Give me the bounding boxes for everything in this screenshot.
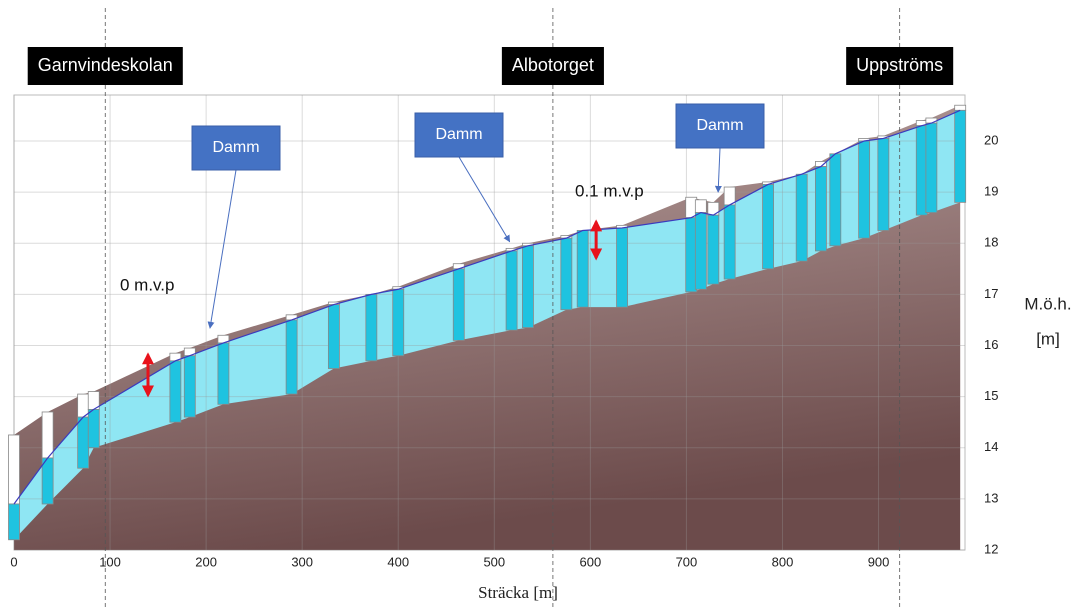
section-label: Uppströms: [846, 47, 953, 85]
x-tick-label: 800: [772, 554, 794, 569]
well-casing: [955, 105, 966, 110]
well-water: [859, 141, 870, 238]
section-text: Uppströms: [856, 55, 943, 75]
well-water: [926, 123, 937, 212]
range-label: 0.1 m.v.p: [575, 181, 644, 200]
well-casing: [9, 435, 20, 504]
y-tick-label: 19: [984, 184, 998, 199]
well-water: [366, 294, 377, 360]
y-tick-label: 15: [984, 388, 998, 403]
well-water: [815, 167, 826, 251]
annotation-text: Damm: [212, 139, 259, 156]
y-tick-label: 20: [984, 132, 998, 147]
well-water: [42, 458, 53, 504]
y-tick-label: 16: [984, 337, 998, 352]
chart: Sträcka [m] M.ö.h. [m] 0 100 200 300 400 500 6…: [0, 0, 1084, 607]
x-tick-label: 700: [676, 554, 698, 569]
x-tick-label: 0: [10, 554, 17, 569]
well-water: [170, 361, 181, 422]
section-label: Albotorget: [502, 47, 604, 85]
section-text: Garnvindeskolan: [38, 55, 173, 75]
well-water: [708, 215, 719, 284]
annotation-text: Damm: [435, 126, 482, 143]
y-axis-label: M.ö.h.: [1024, 294, 1071, 313]
y-tick-label: 18: [984, 235, 998, 250]
well-water: [763, 184, 774, 268]
well-water: [78, 417, 89, 468]
well-water: [561, 238, 572, 310]
x-axis-label: Sträcka [m]: [478, 583, 558, 602]
x-tick-label: 200: [195, 554, 217, 569]
x-tick-label: 900: [868, 554, 890, 569]
annotation-text: Damm: [696, 117, 743, 134]
well-water: [506, 251, 517, 330]
x-tick-label: 100: [99, 554, 121, 569]
well-water: [453, 269, 464, 341]
well-water: [695, 213, 706, 290]
well-water: [796, 174, 807, 261]
x-tick-label: 400: [387, 554, 409, 569]
y-tick-label: 17: [984, 286, 998, 301]
well-water: [830, 154, 841, 246]
well-water: [393, 289, 404, 355]
well-water: [724, 205, 735, 279]
well-water: [955, 110, 966, 202]
well-water: [184, 356, 195, 417]
section-label: Garnvindeskolan: [28, 47, 183, 85]
well-water: [878, 138, 889, 230]
y-tick-label: 14: [984, 439, 998, 454]
well-water: [286, 320, 297, 394]
well-water: [9, 504, 20, 540]
x-tick-label: 300: [291, 554, 313, 569]
annotation-arrow: [718, 148, 720, 192]
x-tick-label: 600: [580, 554, 602, 569]
range-label: 0 m.v.p: [120, 275, 174, 294]
well-water: [328, 305, 339, 369]
section-text: Albotorget: [512, 55, 594, 75]
well-casing: [42, 412, 53, 458]
y-tick-label: 12: [984, 541, 998, 556]
y-axis-label: [m]: [1036, 329, 1060, 348]
well-water: [88, 409, 99, 447]
well-casing: [926, 118, 937, 123]
well-water: [577, 230, 588, 307]
well-casing: [695, 200, 706, 213]
annotation-arrow: [210, 170, 236, 328]
well-water: [218, 343, 229, 404]
x-tick-label: 500: [483, 554, 505, 569]
annotation-arrow: [459, 157, 510, 242]
well-water: [617, 228, 628, 307]
well-water: [522, 246, 533, 328]
y-tick-label: 13: [984, 490, 998, 505]
